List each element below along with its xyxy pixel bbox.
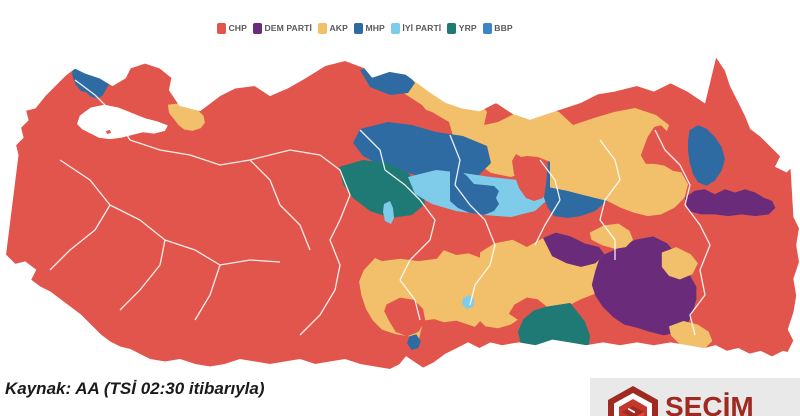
- svg-text:SEÇİM: SEÇİM: [665, 391, 754, 416]
